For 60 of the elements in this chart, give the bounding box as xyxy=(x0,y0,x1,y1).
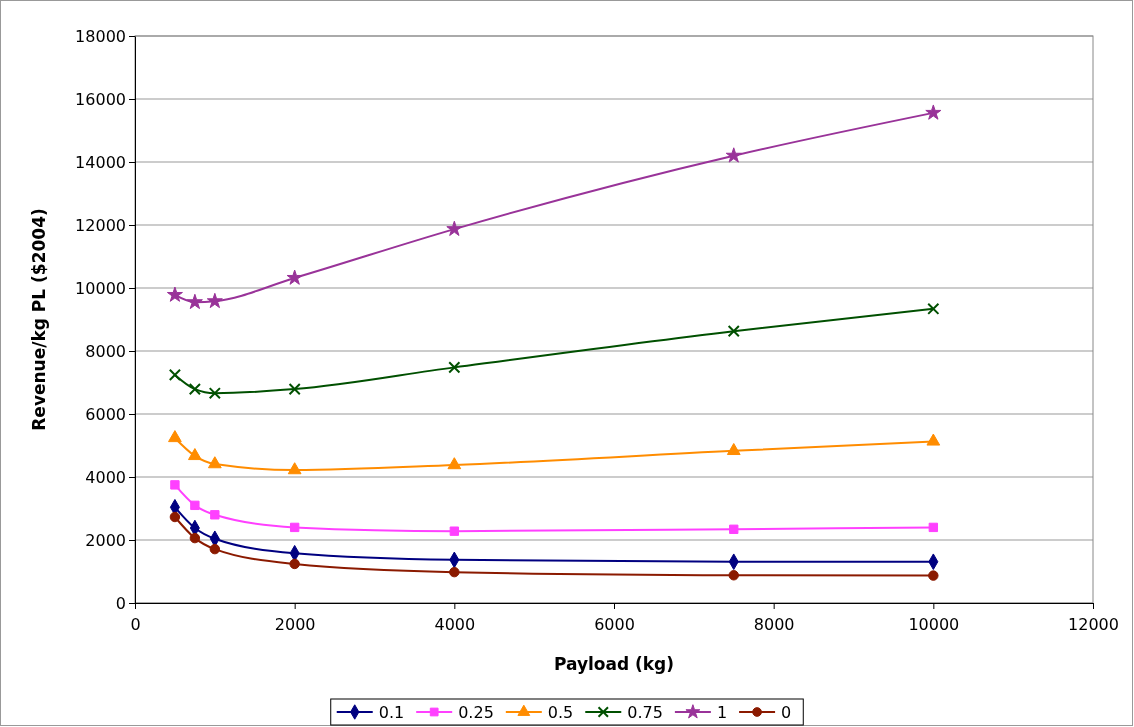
y-tick-label: 4000 xyxy=(85,467,126,487)
point xyxy=(449,526,460,536)
x-tick-label: 2000 xyxy=(274,614,316,634)
point xyxy=(729,524,739,534)
y-tick-label: 2000 xyxy=(85,530,126,550)
point xyxy=(190,500,200,511)
point xyxy=(925,104,942,120)
y-tick-label: 8000 xyxy=(85,341,126,361)
y-tick-label: 16000 xyxy=(75,89,126,109)
point xyxy=(928,570,939,581)
legend-label: 0 xyxy=(781,702,792,722)
x-tick-label: 8000 xyxy=(753,614,795,634)
point xyxy=(166,286,183,302)
y-tick-label: 10000 xyxy=(75,278,126,298)
point xyxy=(189,532,201,544)
point xyxy=(168,430,182,443)
legend-label: 0.25 xyxy=(458,702,494,722)
legend-label: 1 xyxy=(716,702,728,722)
point xyxy=(287,462,302,475)
point xyxy=(448,361,461,374)
point xyxy=(726,443,741,456)
x-tick-label: 4000 xyxy=(434,614,476,634)
point xyxy=(207,456,222,469)
point xyxy=(170,480,180,490)
point xyxy=(289,558,300,570)
point xyxy=(727,325,740,338)
point xyxy=(168,368,182,382)
point xyxy=(446,220,463,236)
legend-label: 0.75 xyxy=(627,702,663,722)
point xyxy=(289,522,300,533)
y-tick-label: 14000 xyxy=(75,152,126,172)
x-tick-label: 0 xyxy=(130,614,141,634)
point xyxy=(288,383,301,396)
point xyxy=(447,457,462,470)
point xyxy=(186,293,203,310)
point xyxy=(188,448,202,461)
point xyxy=(449,566,460,578)
y-axis-title: Revenue/kg PL ($2004) xyxy=(29,208,49,431)
point xyxy=(286,269,303,285)
x-axis-title: Payload (kg) xyxy=(553,654,675,674)
legend-label: 0.1 xyxy=(378,702,405,722)
point xyxy=(728,570,739,581)
y-tick-label: 18000 xyxy=(75,26,126,46)
y-tick-label: 0 xyxy=(115,593,126,613)
y-tick-label: 12000 xyxy=(75,215,126,235)
x-tick-label: 12000 xyxy=(1068,614,1119,634)
point xyxy=(926,433,941,446)
point xyxy=(927,302,940,315)
x-tick-label: 6000 xyxy=(594,614,635,634)
point xyxy=(210,510,220,520)
x-tick-label: 10000 xyxy=(908,614,960,634)
point xyxy=(209,543,221,555)
legend-label: 0.5 xyxy=(547,702,574,722)
point xyxy=(208,387,221,400)
y-tick-label: 6000 xyxy=(85,404,126,424)
point xyxy=(725,147,742,163)
point xyxy=(928,522,939,533)
point xyxy=(169,511,181,523)
point xyxy=(188,383,201,396)
point xyxy=(206,292,223,309)
